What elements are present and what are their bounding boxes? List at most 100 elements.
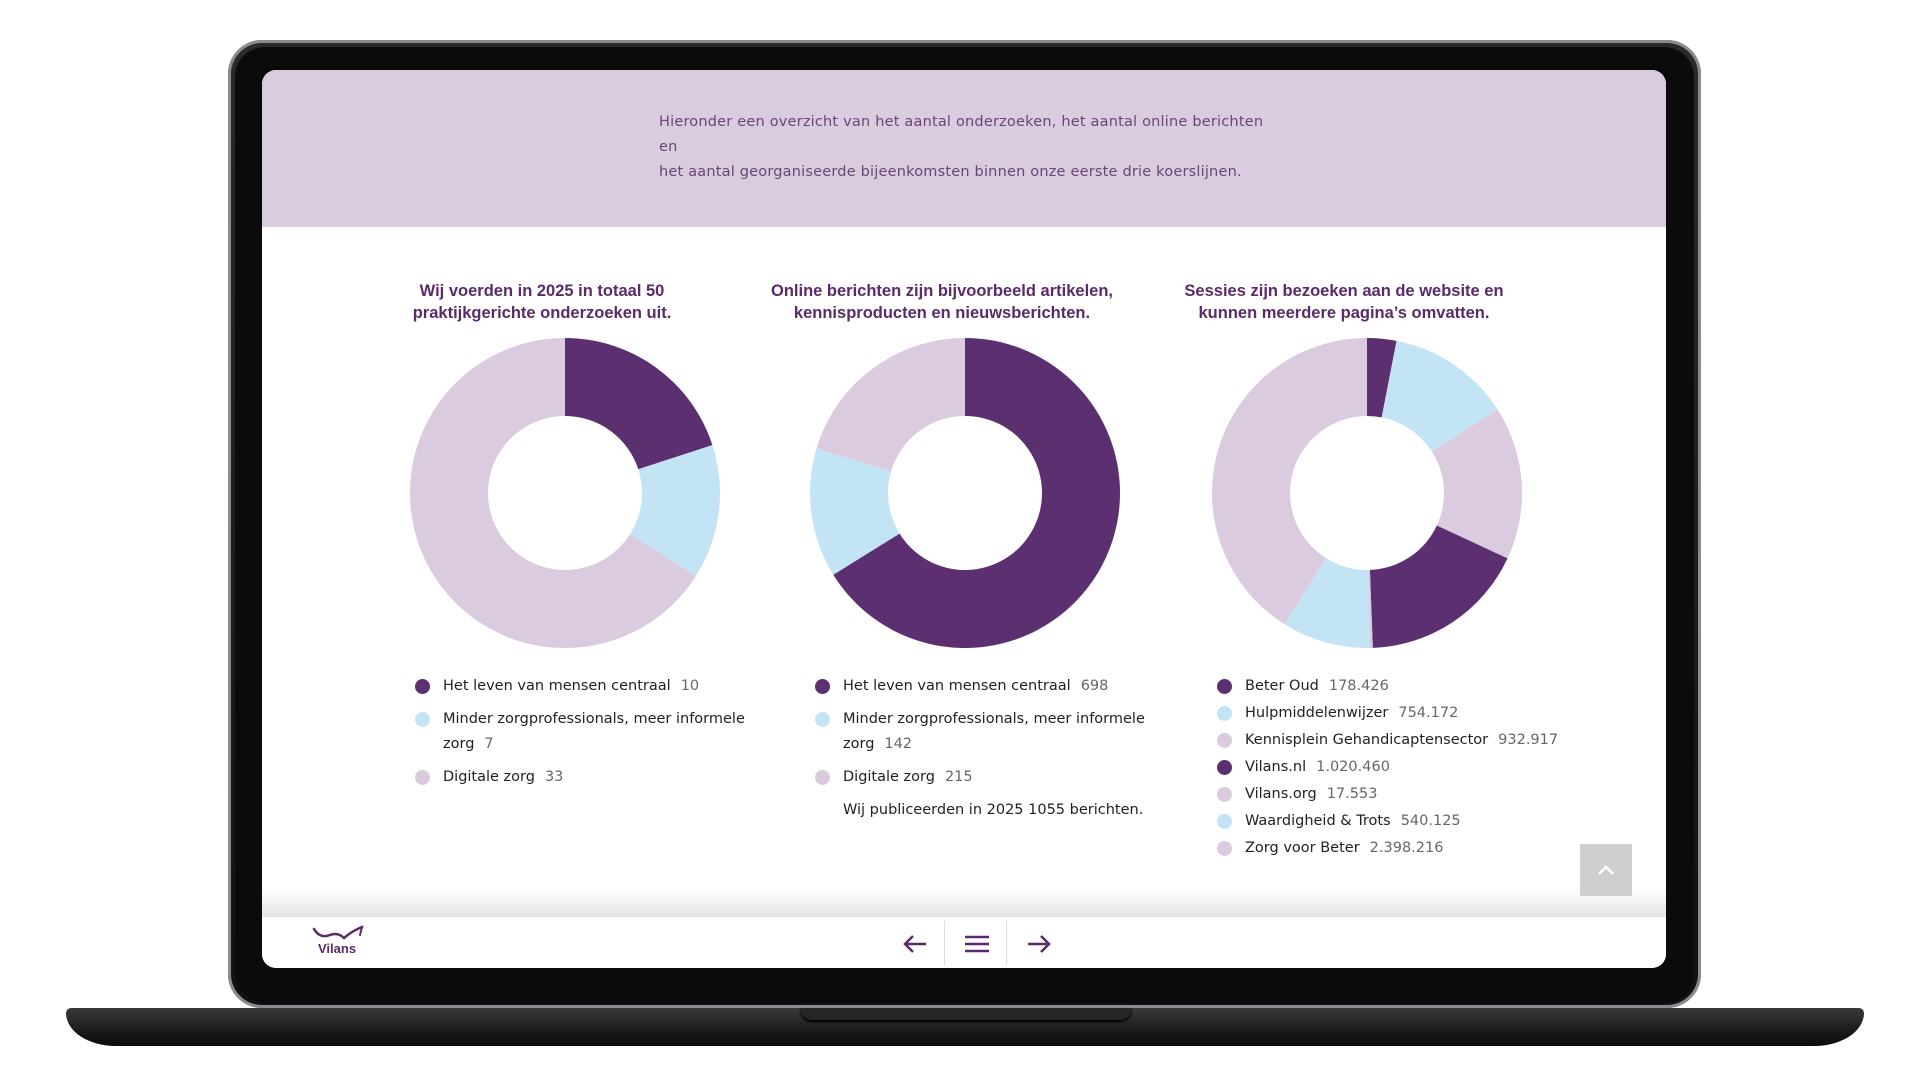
back-to-top-button[interactable] — [1580, 844, 1632, 896]
arrow-left-icon — [903, 935, 926, 953]
donut-chart-sessies — [1212, 338, 1522, 648]
chart-note: Wij publiceerden in 2025 1055 berichten. — [843, 802, 1144, 818]
legend-item: Het leven van mensen centraal 10 — [415, 674, 795, 699]
donut-slice-2[interactable] — [1381, 340, 1498, 452]
hamburger-menu-icon — [965, 935, 989, 953]
vilans-logo-icon — [312, 925, 364, 940]
legend-label: Minder zorgprofessionals, meer informele… — [843, 711, 1145, 752]
donut-slice-2[interactable] — [630, 445, 720, 577]
chart-title: Sessies zijn bezoeken aan de website en … — [1134, 280, 1554, 324]
legend-label: Vilans.nl — [1245, 759, 1307, 775]
legend-value: 540.125 — [1400, 813, 1461, 829]
chart-title: Wij voerden in 2025 in totaal 50 praktij… — [332, 280, 752, 324]
next-page-button[interactable] — [1014, 923, 1064, 965]
donut-slice-7[interactable] — [1212, 338, 1367, 625]
legend-dot-icon — [415, 770, 430, 785]
menu-button[interactable] — [952, 923, 1002, 965]
legend-item: Het leven van mensen centraal 698 — [815, 674, 1195, 699]
legend-label: Waardigheid & Trots — [1245, 813, 1391, 829]
legend-dot-icon — [815, 679, 830, 694]
donut-slice-6[interactable] — [1284, 558, 1370, 648]
chart-column-onderzoeken: Wij voerden in 2025 in totaal 50 praktij… — [332, 280, 752, 324]
chart-title-line-2: kunnen meerdere pagina’s omvatten. — [1198, 304, 1490, 322]
previous-page-button[interactable] — [890, 923, 940, 965]
legend-item: Digitale zorg 215 — [815, 765, 1195, 790]
legend-value: 754.172 — [1398, 705, 1459, 721]
scroll-fade — [262, 888, 1666, 916]
legend-dot-icon — [1217, 679, 1232, 694]
bottom-navigation: Vilans — [262, 916, 1666, 968]
legend-value: 178.426 — [1328, 678, 1389, 694]
chart-column-sessies: Sessies zijn bezoeken aan de website en … — [1134, 280, 1554, 324]
legend-dot-icon — [415, 712, 430, 727]
legend-item: Beter Oud 178.426 — [1217, 674, 1597, 699]
chart-title-line-2: kennisproducten en nieuwsberichten. — [793, 304, 1091, 322]
donut-slice-2[interactable] — [810, 448, 900, 575]
donut-chart-berichten — [810, 338, 1120, 648]
legend-value: 1.020.460 — [1316, 759, 1390, 775]
laptop-notch — [800, 1008, 1132, 1020]
legend-value: 33 — [544, 769, 564, 785]
legend-label: Beter Oud — [1245, 678, 1319, 694]
legend-value: 2.398.216 — [1369, 840, 1444, 856]
intro-band: Hieronder een overzicht van het aantal o… — [262, 70, 1666, 227]
donut-slice-5[interactable] — [1368, 569, 1373, 648]
chart-title-line-2: praktijkgerichte onderzoeken uit. — [412, 304, 672, 322]
legend-value: 10 — [680, 678, 700, 694]
legend-label: Hulpmiddelenwijzer — [1245, 705, 1389, 721]
legend-label: Digitale zorg — [443, 769, 535, 785]
chart-title: Online berichten zijn bijvoorbeeld artik… — [732, 280, 1152, 324]
donut-slice-4[interactable] — [1369, 525, 1508, 648]
legend-value: 142 — [884, 736, 913, 752]
legend-label: Digitale zorg — [843, 769, 935, 785]
legend-sessies: Beter Oud 178.426 Hulpmiddelenwijzer 754.17… — [1217, 674, 1597, 863]
legend-dot-icon — [815, 712, 830, 727]
legend-item: Vilans.nl 1.020.460 — [1217, 755, 1597, 780]
chevron-up-icon — [1598, 865, 1614, 875]
donut-chart-onderzoeken — [410, 338, 720, 648]
laptop-screen: Hieronder een overzicht van het aantal o… — [262, 70, 1666, 968]
intro-line-1: Hieronder een overzicht van het aantal o… — [659, 114, 1264, 155]
intro-line-2: het aantal georganiseerde bijeenkomsten … — [659, 164, 1242, 180]
legend-item: Zorg voor Beter 2.398.216 — [1217, 836, 1597, 861]
arrow-right-icon — [1028, 935, 1051, 953]
chart-title-line-1: Online berichten zijn bijvoorbeeld artik… — [771, 282, 1113, 300]
legend-label: Het leven van mensen centraal — [843, 678, 1071, 694]
donut-slice-1[interactable] — [565, 338, 713, 470]
logo-text: Vilans — [318, 941, 357, 956]
donut-slice-1[interactable] — [833, 338, 1120, 648]
legend-value: 698 — [1080, 678, 1109, 694]
nav-separator — [944, 921, 945, 965]
legend-dot-icon — [1217, 841, 1232, 856]
chart-title-line-1: Sessies zijn bezoeken aan de website en — [1184, 282, 1504, 300]
legend-item: Hulpmiddelenwijzer 754.172 — [1217, 701, 1597, 726]
nav-separator — [1006, 921, 1007, 965]
legend-dot-icon — [815, 770, 830, 785]
legend-dot-icon — [1217, 760, 1232, 775]
legend-value: 932.917 — [1498, 732, 1559, 748]
donut-slice-3[interactable] — [816, 338, 965, 471]
legend-item: Vilans.org 17.553 — [1217, 782, 1597, 807]
legend-item: Waardigheid & Trots 540.125 — [1217, 809, 1597, 834]
legend-onderzoeken: Het leven van mensen centraal 10 Minder zo… — [415, 674, 795, 798]
donut-slice-1[interactable] — [1367, 338, 1397, 418]
legend-label: Zorg voor Beter — [1245, 840, 1360, 856]
legend-value: 215 — [944, 769, 973, 785]
legend-berichten: Het leven van mensen centraal 698 Minder z… — [815, 674, 1195, 823]
legend-dot-icon — [1217, 706, 1232, 721]
donut-slice-3[interactable] — [1431, 409, 1522, 559]
legend-value: 17.553 — [1326, 786, 1378, 802]
chart-title-line-1: Wij voerden in 2025 in totaal 50 — [419, 282, 665, 300]
legend-item: Kennisplein Gehandicaptensector 932.917 — [1217, 728, 1597, 753]
legend-label: Kennisplein Gehandicaptensector — [1245, 732, 1489, 748]
legend-label: Minder zorgprofessionals, meer informele… — [443, 711, 745, 752]
donut-slice-3[interactable] — [410, 338, 696, 648]
legend-dot-icon — [415, 679, 430, 694]
legend-item: Digitale zorg 33 — [415, 765, 795, 790]
legend-dot-icon — [1217, 787, 1232, 802]
legend-item: Minder zorgprofessionals, meer informele… — [415, 707, 795, 757]
vilans-logo[interactable] — [310, 923, 370, 963]
intro-text: Hieronder een overzicht van het aantal o… — [659, 110, 1279, 185]
legend-dot-icon — [1217, 814, 1232, 829]
legend-dot-icon — [1217, 733, 1232, 748]
